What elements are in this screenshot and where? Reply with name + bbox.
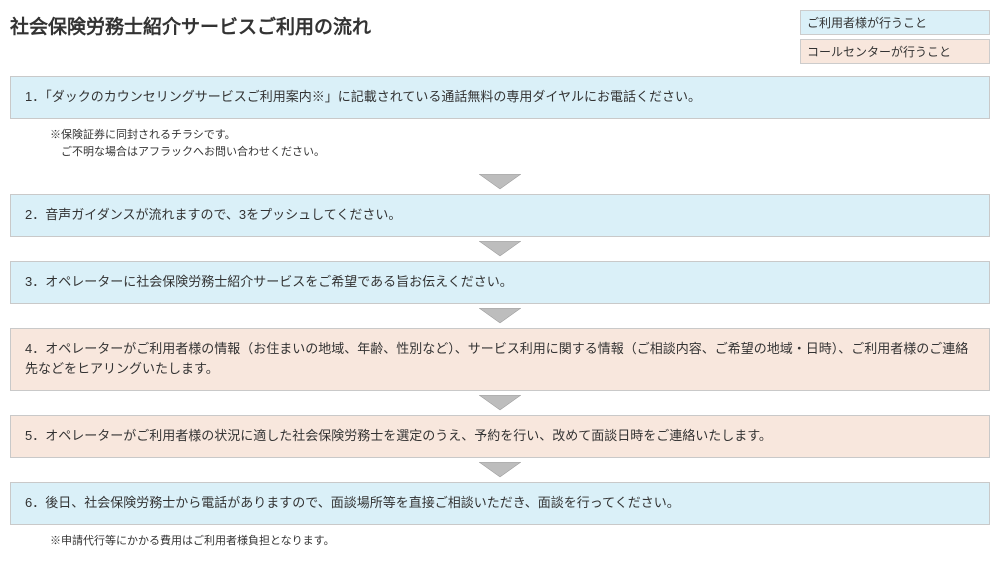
step-text: 3．オペレーターに社会保険労務士紹介サービスをご希望である旨お伝えください。 [25,272,975,293]
legend-center-label: コールセンターが行うこと [807,43,951,60]
step-6: 6．後日、社会保険労務士から電話がありますので、面談場所等を直接ご相談いただき、… [10,482,990,525]
down-arrow-icon [10,391,990,415]
step-text: 2．音声ガイダンスが流れますので、3をプッシュしてください。 [25,205,975,226]
step-text: 1．「ダックのカウンセリングサービスご利用案内※」に記載されている通話無料の専用… [25,87,975,108]
step-text: 6．後日、社会保険労務士から電話がありますので、面談場所等を直接ご相談いただき、… [25,493,975,514]
step-4: 4．オペレーターがご利用者様の情報（お住まいの地域、年齢、性別など）、サービス利… [10,328,990,392]
step-note: ※保険証券に同封されるチラシです。 ご不明な場合はアフラックへお問い合わせくださ… [10,119,990,170]
down-arrow-icon [10,237,990,261]
step-5: 5．オペレーターがご利用者様の状況に適した社会保険労務士を選定のうえ、予約を行い… [10,415,990,458]
step-note: ※申請代行等にかかる費用はご利用者様負担となります。 [10,525,990,559]
step-3: 3．オペレーターに社会保険労務士紹介サービスをご希望である旨お伝えください。 [10,261,990,304]
header-row: 社会保険労務士紹介サービスご利用の流れ ご利用者様が行うこと コールセンターが行… [10,10,990,64]
legend-user-label: ご利用者様が行うこと [807,14,927,31]
legend-center: コールセンターが行うこと [800,39,990,64]
step-2: 2．音声ガイダンスが流れますので、3をプッシュしてください。 [10,194,990,237]
step-1: 1．「ダックのカウンセリングサービスご利用案内※」に記載されている通話無料の専用… [10,76,990,119]
legend: ご利用者様が行うこと コールセンターが行うこと [800,10,990,64]
flow-container: 1．「ダックのカウンセリングサービスご利用案内※」に記載されている通話無料の専用… [10,76,990,558]
step-text: 4．オペレーターがご利用者様の情報（お住まいの地域、年齢、性別など）、サービス利… [25,339,975,381]
down-arrow-icon [10,458,990,482]
step-text: 5．オペレーターがご利用者様の状況に適した社会保険労務士を選定のうえ、予約を行い… [25,426,975,447]
page-title: 社会保険労務士紹介サービスご利用の流れ [10,10,371,39]
legend-user: ご利用者様が行うこと [800,10,990,35]
down-arrow-icon [10,170,990,194]
down-arrow-icon [10,304,990,328]
